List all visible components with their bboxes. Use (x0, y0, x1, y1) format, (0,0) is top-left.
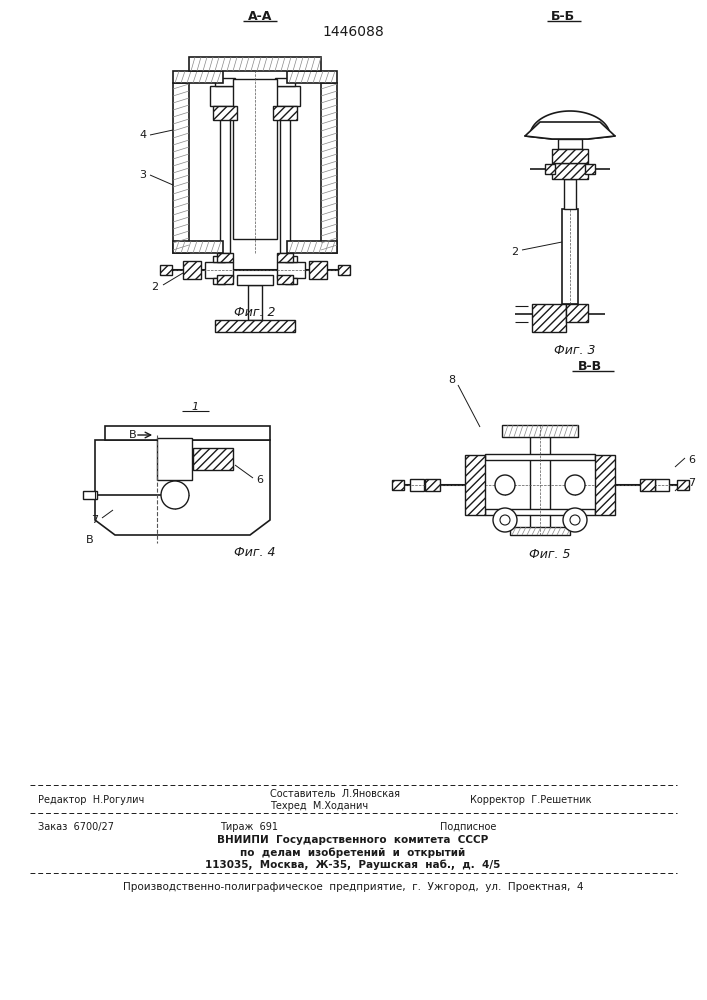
Bar (485, 509, 595, 515)
Bar (273, 106, 297, 120)
Polygon shape (525, 122, 615, 139)
Text: Фиг. 3: Фиг. 3 (554, 344, 596, 357)
Bar (215, 78, 235, 86)
Bar (277, 253, 293, 262)
Bar (105, 426, 270, 440)
Bar (585, 164, 595, 174)
Text: 2: 2 (511, 247, 518, 257)
Circle shape (495, 475, 515, 495)
Bar (502, 425, 578, 437)
Polygon shape (95, 440, 270, 535)
Bar (220, 98, 230, 253)
Bar (655, 479, 669, 491)
Bar (552, 149, 588, 163)
Bar (392, 480, 404, 490)
Bar (270, 86, 300, 106)
Text: А-А: А-А (248, 10, 272, 23)
Text: В-В: В-В (578, 360, 602, 373)
Bar (193, 448, 233, 470)
Bar (485, 454, 595, 460)
Text: Производственно-полиграфическое  предприятие,  г.  Ужгород,  ул.  Проектная,  4: Производственно-полиграфическое предприя… (123, 882, 583, 892)
Bar (173, 83, 189, 253)
Bar (595, 455, 615, 515)
Text: Фиг. 5: Фиг. 5 (530, 548, 571, 562)
Bar (287, 71, 337, 83)
Bar (213, 256, 225, 262)
Text: Составитель  Л.Яновская: Составитель Л.Яновская (270, 789, 400, 799)
Text: Тираж  691: Тираж 691 (220, 822, 278, 832)
Bar (217, 253, 233, 262)
Text: 1: 1 (192, 402, 199, 412)
Bar (677, 480, 689, 490)
Bar (532, 304, 566, 332)
Bar (545, 164, 555, 174)
Bar (213, 278, 225, 284)
Text: В: В (86, 535, 94, 545)
Bar (189, 57, 321, 71)
Bar (640, 479, 655, 491)
Bar (285, 278, 297, 284)
Bar (287, 241, 337, 253)
Bar (309, 261, 327, 279)
Text: 6: 6 (689, 455, 696, 465)
Bar (205, 262, 233, 278)
Text: 2: 2 (151, 282, 158, 292)
Circle shape (493, 508, 517, 532)
Text: Фиг. 2: Фиг. 2 (234, 306, 276, 320)
Text: Подписное: Подписное (440, 822, 496, 832)
Text: В: В (129, 430, 137, 440)
Text: Заказ  6700/27: Заказ 6700/27 (38, 822, 114, 832)
Bar (173, 71, 223, 83)
Text: Б-Б: Б-Б (551, 10, 575, 23)
Text: 113035,  Москва,  Ж-35,  Раушская  наб.,  д.  4/5: 113035, Москва, Ж-35, Раушская наб., д. … (205, 859, 501, 869)
Bar (275, 78, 295, 86)
Bar (530, 435, 550, 530)
Text: Фиг. 4: Фиг. 4 (234, 546, 276, 560)
Bar (562, 209, 578, 304)
Text: 3: 3 (139, 170, 146, 180)
Bar (217, 275, 233, 284)
Circle shape (161, 481, 189, 509)
Bar (564, 179, 576, 209)
Bar (173, 241, 223, 253)
Bar (552, 163, 588, 179)
Circle shape (563, 508, 587, 532)
Bar (277, 275, 293, 284)
Text: ВНИИПИ  Государственного  комитета  СССР: ВНИИПИ Государственного комитета СССР (217, 835, 489, 845)
Bar (210, 86, 240, 106)
Bar (558, 139, 582, 149)
Circle shape (565, 475, 585, 495)
Bar (160, 265, 172, 275)
Bar (425, 479, 440, 491)
Bar (410, 479, 424, 491)
Bar (280, 98, 290, 253)
Bar (157, 438, 192, 480)
Text: 8: 8 (448, 375, 455, 385)
Circle shape (570, 515, 580, 525)
Text: по  делам  изобретений  и  открытий: по делам изобретений и открытий (240, 847, 466, 857)
Bar (277, 262, 305, 278)
Bar (338, 265, 350, 275)
Text: 7: 7 (689, 478, 696, 488)
Text: 4: 4 (139, 130, 146, 140)
Circle shape (500, 515, 510, 525)
Bar (215, 320, 295, 332)
Text: Редактор  Н.Рогулич: Редактор Н.Рогулич (38, 795, 144, 805)
Bar (566, 304, 588, 322)
Text: Техред  М.Ходанич: Техред М.Ходанич (270, 801, 368, 811)
Bar (248, 285, 262, 320)
Text: 6: 6 (257, 475, 264, 485)
Bar (510, 527, 570, 535)
Bar (183, 261, 201, 279)
Bar (237, 275, 273, 285)
Bar (213, 106, 237, 120)
Bar (321, 83, 337, 253)
Bar (285, 256, 297, 262)
Bar (233, 79, 277, 239)
Bar (465, 455, 485, 515)
Text: Корректор  Г.Решетник: Корректор Г.Решетник (470, 795, 592, 805)
Bar (83, 491, 97, 499)
Text: 1446088: 1446088 (322, 25, 384, 39)
Text: 7: 7 (91, 515, 98, 525)
